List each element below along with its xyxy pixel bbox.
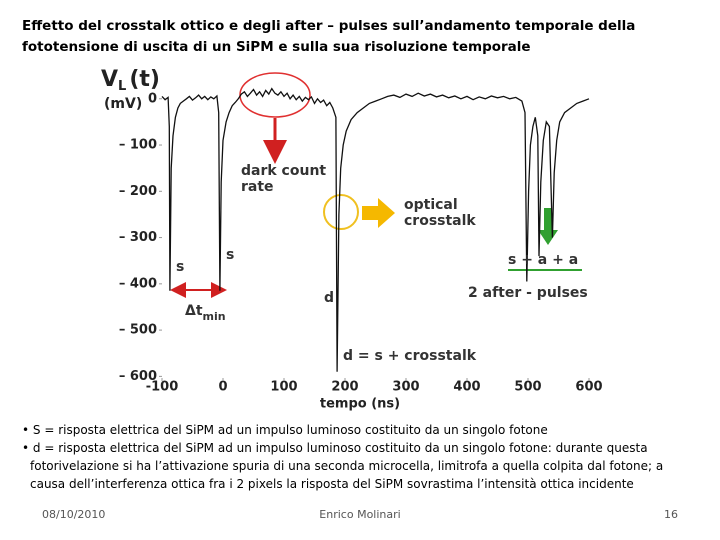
x-tick-label: 600 — [575, 380, 602, 395]
y-tick-label: – 600 — [119, 369, 157, 384]
arrow — [362, 198, 395, 228]
x-tick-label: 0 — [218, 380, 227, 395]
annotation: 2 after - pulses — [468, 285, 588, 301]
y-label-sub: L — [118, 79, 126, 94]
y-tick-label: – 500 — [119, 323, 157, 338]
annotation-line: crosstalk — [404, 213, 476, 229]
x-tick-label: -100 — [146, 380, 179, 395]
y-tick-label: – 200 — [119, 184, 157, 199]
waveform — [161, 87, 590, 372]
annotation-line: dark count — [241, 163, 326, 179]
y-label-rest: (t) — [129, 67, 160, 92]
y-axis-unit: (mV) — [104, 96, 142, 112]
y-tick-label: – 100 — [119, 138, 157, 153]
annotation: Δtmin — [185, 303, 226, 323]
highlight-circle — [323, 194, 359, 230]
slide-title: Effetto del crosstalk ottico e degli aft… — [22, 18, 636, 55]
annotation-main: Δt — [185, 303, 203, 319]
annotation-line: optical — [404, 197, 458, 213]
annotation: s — [176, 259, 184, 275]
x-tick-label: 100 — [270, 380, 297, 395]
footer-date: 08/10/2010 — [42, 508, 106, 521]
bullet: • d = risposta elettrica del SiPM ad un … — [22, 441, 664, 491]
x-tick-label: 400 — [453, 380, 480, 395]
annotation-sub: min — [203, 310, 226, 323]
bullet-list: • S = risposta elettrica del SiPM ad un … — [22, 421, 692, 493]
x-axis-label: tempo (ns) — [320, 397, 400, 412]
annotation: d — [324, 290, 334, 306]
x-tick-label: 500 — [514, 380, 541, 395]
y-label-main: V — [101, 67, 118, 92]
highlight-ellipse — [239, 72, 311, 118]
footer-author: Enrico Molinari — [319, 508, 401, 521]
y-tick-label: – 400 — [119, 276, 157, 291]
x-tick-label: 300 — [392, 380, 419, 395]
annotation: s — [226, 247, 234, 263]
footer-page: 16 — [664, 508, 678, 521]
arrow — [538, 208, 558, 245]
bullet: • S = risposta elettrica del SiPM ad un … — [22, 423, 548, 437]
annotation: optical crosstalk — [404, 197, 476, 229]
x-tick-label: 200 — [331, 380, 358, 395]
annotation: dark count rate — [241, 163, 326, 195]
y-tick-label: 0 — [148, 91, 157, 106]
annotation: d = s + crosstalk — [343, 348, 477, 364]
y-tick-label: – 300 — [119, 230, 157, 245]
annotation: s + a + a — [508, 252, 578, 268]
y-axis-label: VL (t) — [101, 67, 160, 94]
annotation-line: rate — [241, 179, 274, 195]
